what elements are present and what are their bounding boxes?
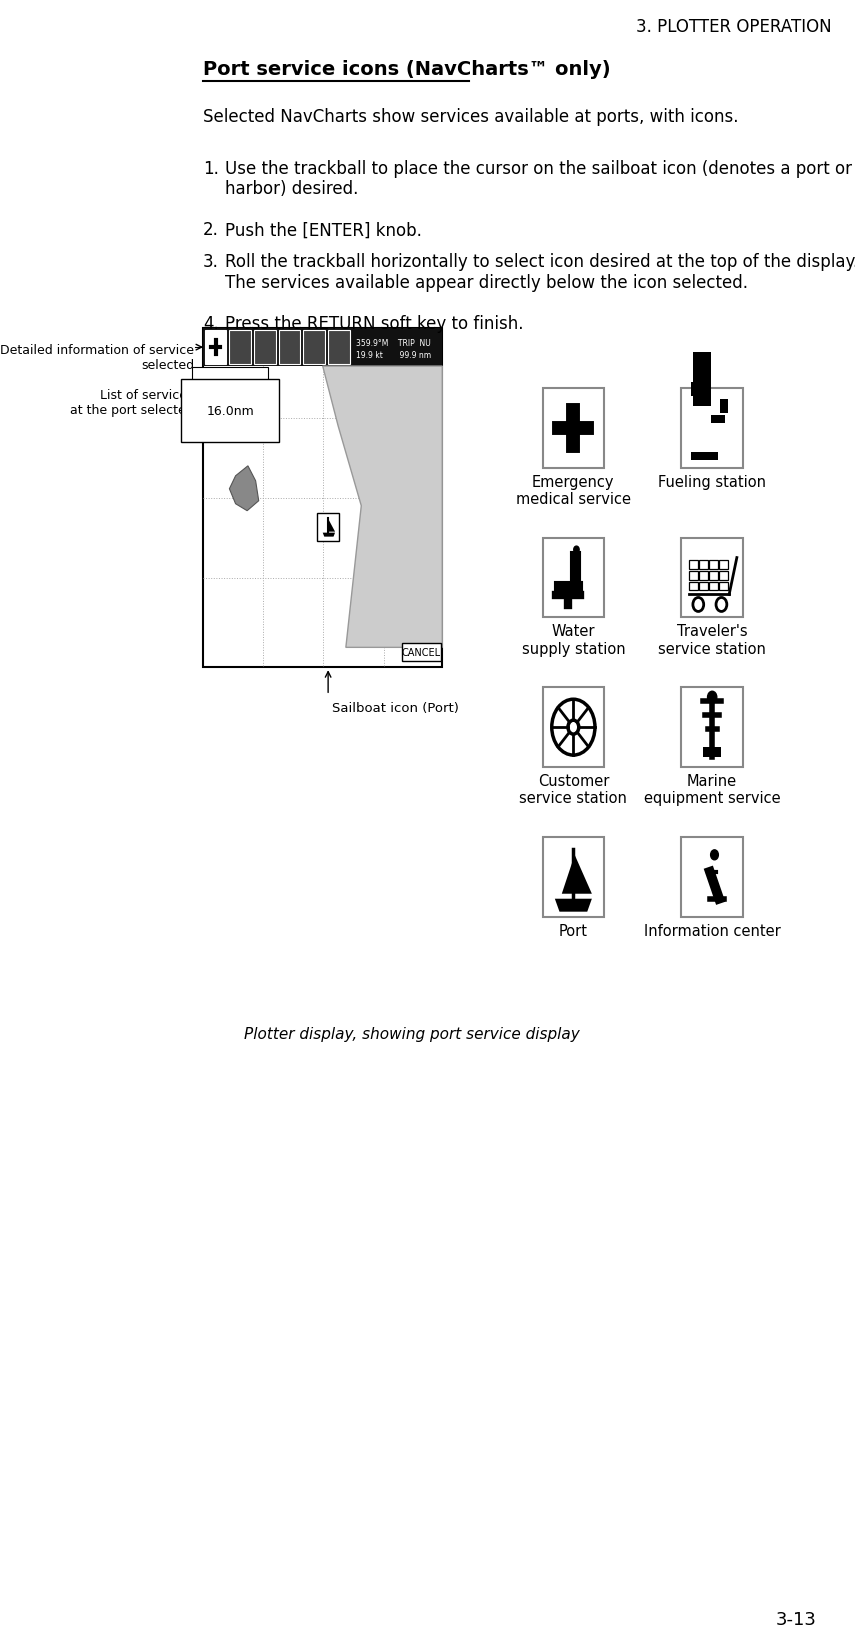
Bar [699, 560, 708, 570]
Bar [543, 687, 604, 767]
Text: FIRST AID: FIRST AID [206, 384, 254, 393]
Text: 19.9 kt       99.9 nm: 19.9 kt 99.9 nm [356, 351, 431, 361]
Bar [709, 571, 717, 579]
Bar [689, 583, 698, 591]
Text: Water
supply station: Water supply station [522, 623, 625, 656]
Text: 359.9°M    TRIP  NU: 359.9°M TRIP NU [356, 339, 431, 348]
Bar [681, 687, 743, 767]
Text: 2.: 2. [203, 222, 219, 240]
Circle shape [711, 850, 718, 860]
Text: Push the [ENTER] knob.: Push the [ENTER] knob. [225, 222, 422, 240]
Bar [693, 353, 711, 406]
Text: 3-13: 3-13 [775, 1609, 817, 1627]
Text: 1.: 1. [203, 160, 219, 178]
Bar [681, 539, 743, 619]
Bar [681, 837, 743, 917]
Text: 16.0nm: 16.0nm [206, 405, 254, 418]
Bar [279, 331, 300, 366]
Text: Use the trackball to place the cursor on the sailboat icon (denotes a port or
ha: Use the trackball to place the cursor on… [225, 160, 852, 197]
Text: List of services
at the port selected: List of services at the port selected [70, 388, 194, 416]
Text: Plotter display, showing port service display: Plotter display, showing port service di… [244, 1027, 580, 1041]
Text: Sailboat icon (Port): Sailboat icon (Port) [332, 702, 459, 715]
Bar [689, 560, 698, 570]
Bar [720, 400, 728, 413]
Bar [703, 747, 722, 757]
Polygon shape [328, 519, 335, 532]
Bar [681, 388, 743, 468]
Bar [229, 331, 251, 366]
Bar [328, 331, 350, 366]
Text: Information center: Information center [644, 924, 781, 938]
Bar [317, 514, 339, 542]
Text: Fueling station: Fueling station [658, 475, 766, 490]
Bar [254, 331, 275, 366]
Bar [719, 583, 728, 591]
Polygon shape [574, 852, 592, 894]
Text: 3. PLOTTER OPERATION: 3. PLOTTER OPERATION [636, 18, 832, 36]
Text: Traveler's
service station: Traveler's service station [658, 623, 766, 656]
Bar [719, 560, 728, 570]
Bar [543, 837, 604, 917]
Text: Selected NavCharts show services available at ports, with icons.: Selected NavCharts show services availab… [203, 108, 739, 126]
Text: Customer
service station: Customer service station [520, 774, 628, 806]
Text: Emergency
medical service: Emergency medical service [516, 475, 631, 508]
Text: Press the RETURN soft key to finish.: Press the RETURN soft key to finish. [225, 315, 523, 333]
Text: Port: Port [559, 924, 588, 938]
Circle shape [574, 547, 579, 553]
Bar [692, 384, 711, 397]
Polygon shape [562, 860, 574, 894]
Text: Detailed information of service
selected: Detailed information of service selected [0, 344, 194, 372]
Text: Marine
equipment service: Marine equipment service [644, 774, 781, 806]
Bar [543, 388, 604, 468]
Text: 3.: 3. [203, 253, 219, 271]
Bar [699, 571, 708, 579]
Bar [543, 539, 604, 619]
Bar [699, 583, 708, 591]
Circle shape [708, 692, 716, 703]
Bar [709, 560, 717, 570]
Text: Port service icons (NavCharts™ only): Port service icons (NavCharts™ only) [203, 60, 610, 78]
Bar [203, 330, 442, 367]
Bar [711, 416, 725, 424]
Bar [304, 331, 325, 366]
Bar [689, 571, 698, 579]
Bar [719, 571, 728, 579]
Bar [691, 452, 717, 460]
Text: CANCEL: CANCEL [402, 648, 441, 658]
Polygon shape [322, 534, 335, 537]
Bar [203, 330, 442, 667]
Polygon shape [322, 367, 442, 648]
Bar [204, 331, 227, 366]
Bar [402, 645, 440, 663]
Text: Roll the trackball horizontally to select icon desired at the top of the display: Roll the trackball horizontally to selec… [225, 253, 855, 292]
Polygon shape [555, 899, 592, 912]
Bar [709, 583, 717, 591]
Text: 4.: 4. [203, 315, 219, 333]
Polygon shape [229, 467, 259, 511]
